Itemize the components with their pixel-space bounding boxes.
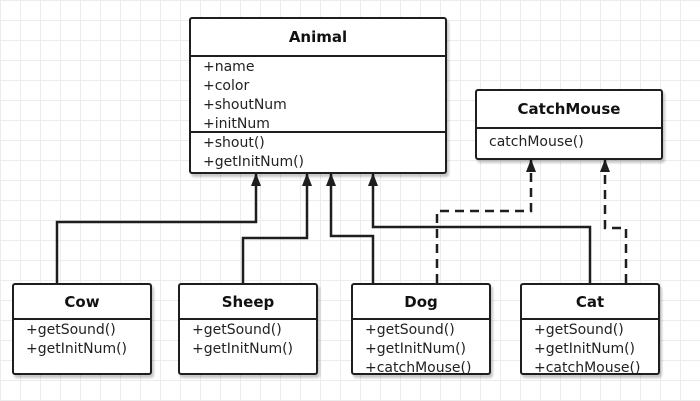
- method-catchmouse: catchMouse(): [489, 134, 584, 150]
- arrowhead-dog-animal: [326, 173, 336, 186]
- method-shout: +shout(): [203, 135, 265, 151]
- edge-cow-to-animal: [55, 174, 258, 283]
- class-cow-methods: +getSound() +getInitNum(): [14, 320, 150, 359]
- class-sheep-title: Sheep: [180, 285, 316, 320]
- edge-sheep-to-animal: [241, 174, 309, 283]
- class-animal-attributes: +name +color +shoutNum +initNum: [191, 57, 445, 133]
- class-cow[interactable]: Cow +getSound() +getInitNum(): [12, 283, 152, 375]
- class-catchmouse[interactable]: CatchMouse catchMouse(): [475, 89, 663, 160]
- arrowhead-dog-catchmouse: [526, 159, 536, 172]
- class-animal[interactable]: Animal +name +color +shoutNum +initNum +…: [189, 17, 447, 174]
- class-sheep-methods: +getSound() +getInitNum(): [180, 320, 316, 359]
- arrowhead-cat-catchmouse: [600, 159, 610, 172]
- class-dog[interactable]: Dog +getSound() +getInitNum() +catchMous…: [351, 283, 491, 375]
- class-cat[interactable]: Cat +getSound() +getInitNum() +catchMous…: [520, 283, 660, 375]
- method-getsound: +getSound(): [192, 322, 282, 338]
- attribute-name: +name: [203, 59, 255, 75]
- arrowhead-sheep-animal: [302, 173, 312, 186]
- method-getinitnum: +getInitNum(): [26, 341, 128, 357]
- method-getinitnum: +getInitNum(): [365, 341, 467, 357]
- edge-cat-to-catchmouse: [603, 160, 628, 283]
- arrowhead-cow-animal: [251, 173, 261, 186]
- method-getinitnum: +getInitNum(): [203, 154, 305, 170]
- method-getsound: +getSound(): [534, 322, 624, 338]
- method-getsound: +getSound(): [26, 322, 116, 338]
- method-catchmouse: +catchMouse(): [534, 360, 641, 375]
- edge-dog-to-animal: [329, 174, 375, 283]
- class-animal-title: Animal: [191, 19, 445, 57]
- method-getsound: +getSound(): [365, 322, 455, 338]
- method-getinitnum: +getInitNum(): [192, 341, 294, 357]
- arrowhead-cat-animal: [368, 173, 378, 186]
- class-cat-methods: +getSound() +getInitNum() +catchMouse(): [522, 320, 658, 375]
- class-dog-methods: +getSound() +getInitNum() +catchMouse(): [353, 320, 489, 375]
- edge-cat-to-animal: [371, 174, 592, 283]
- class-catchmouse-title: CatchMouse: [477, 91, 661, 129]
- method-getinitnum: +getInitNum(): [534, 341, 636, 357]
- attribute-shoutnum: +shoutNum: [203, 97, 287, 113]
- class-sheep[interactable]: Sheep +getSound() +getInitNum(): [178, 283, 318, 375]
- method-catchmouse: +catchMouse(): [365, 360, 472, 375]
- class-cat-title: Cat: [522, 285, 658, 320]
- class-animal-methods: +shout() +getInitNum(): [191, 133, 445, 172]
- edge-dog-to-catchmouse: [435, 160, 533, 283]
- attribute-initnum: +initNum: [203, 116, 270, 132]
- class-cow-title: Cow: [14, 285, 150, 320]
- class-dog-title: Dog: [353, 285, 489, 320]
- attribute-color: +color: [203, 78, 250, 94]
- class-catchmouse-methods: catchMouse(): [477, 129, 661, 152]
